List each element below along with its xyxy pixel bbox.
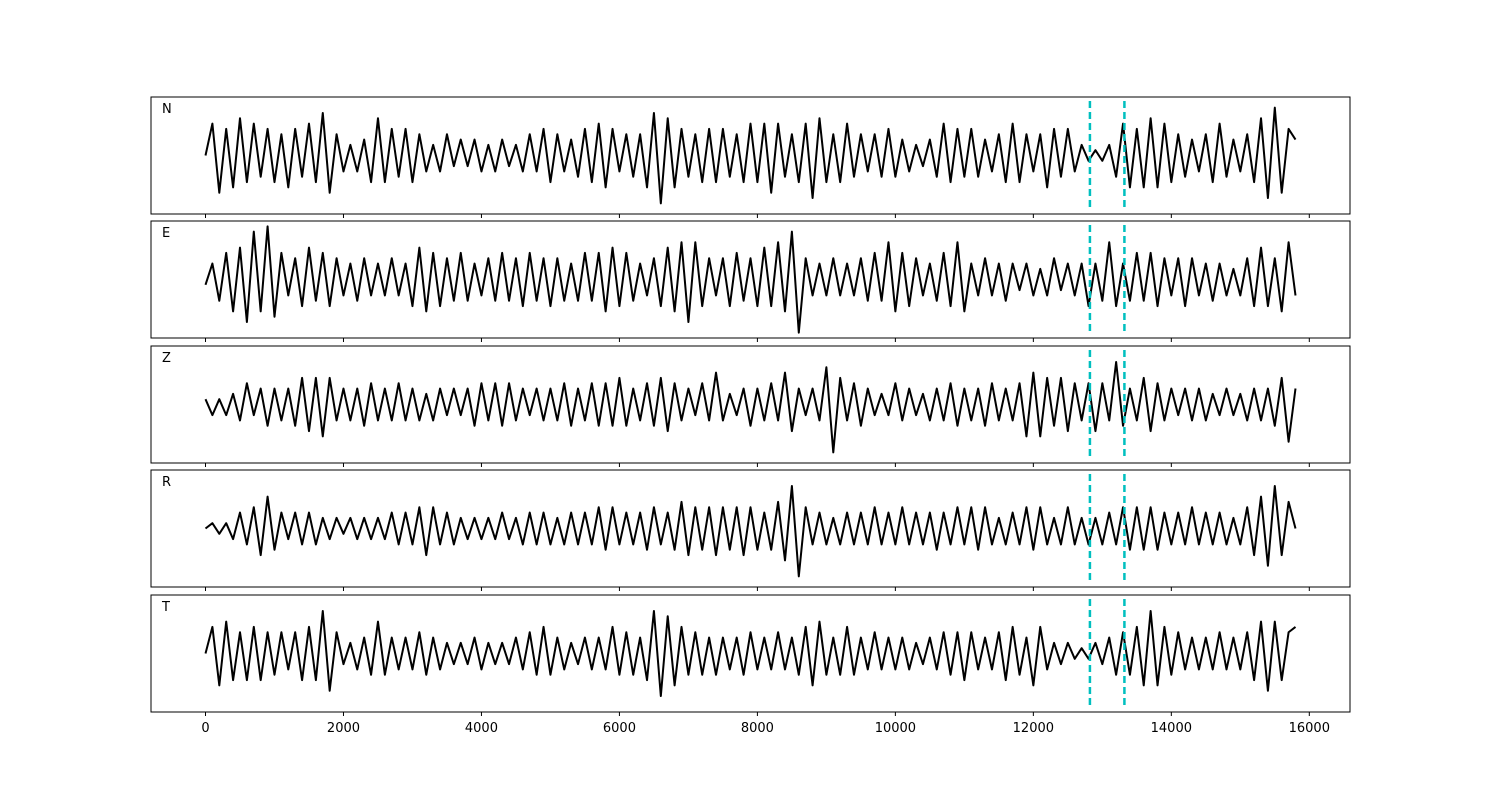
x-tick-label: 6000 bbox=[603, 721, 636, 736]
x-tick-label: 4000 bbox=[465, 721, 498, 736]
x-tick-label: 16000 bbox=[1289, 721, 1330, 736]
x-tick-label: 2000 bbox=[327, 721, 360, 736]
panel-frame bbox=[150, 345, 1351, 464]
x-tick-label: 14000 bbox=[1151, 721, 1192, 736]
panel-frame bbox=[150, 469, 1351, 588]
x-tick-label: 8000 bbox=[741, 721, 774, 736]
panel-label: Z bbox=[162, 351, 171, 366]
trace bbox=[204, 360, 1297, 454]
trace bbox=[204, 106, 1297, 205]
x-tick-label: 0 bbox=[201, 721, 209, 736]
panel-frame bbox=[150, 96, 1351, 215]
panel-label: N bbox=[162, 102, 172, 117]
trace bbox=[204, 609, 1297, 698]
panel-label: R bbox=[162, 475, 171, 490]
x-tick-label: 10000 bbox=[875, 721, 916, 736]
panel-label: E bbox=[162, 226, 170, 241]
panel-frame bbox=[150, 220, 1351, 339]
panel-frame bbox=[150, 594, 1351, 713]
trace bbox=[204, 225, 1297, 334]
panel-label: T bbox=[161, 600, 170, 615]
x-tick-label: 12000 bbox=[1013, 721, 1054, 736]
trace bbox=[204, 484, 1297, 578]
